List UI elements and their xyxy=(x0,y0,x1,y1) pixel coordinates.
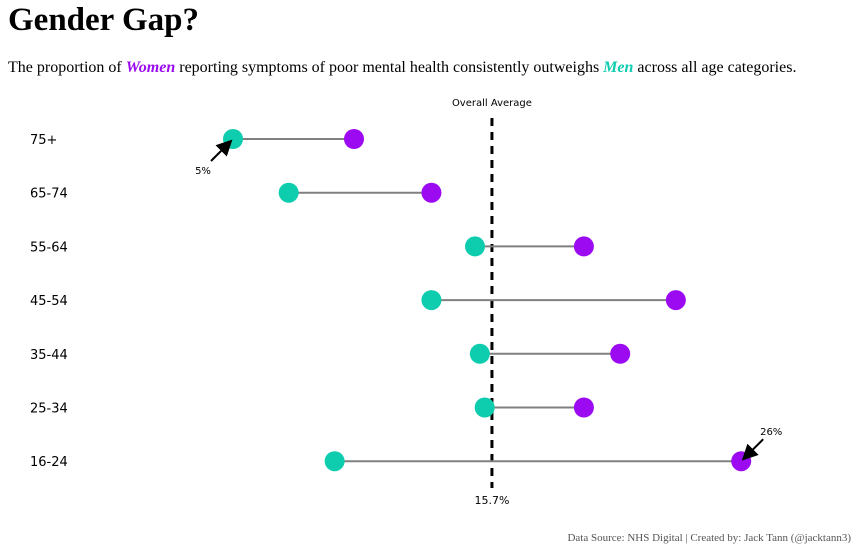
annotation-arrow-75+ xyxy=(210,139,233,162)
category-label-55-64: 55-64 xyxy=(30,240,68,255)
subtitle-suffix: across all age categories. xyxy=(633,59,797,76)
category-label-75+: 75+ xyxy=(30,133,57,148)
subtitle-middle: reporting symptoms of poor mental health… xyxy=(175,59,604,76)
data-source-footer: Data Source: NHS Digital | Created by: J… xyxy=(567,532,851,544)
men-point-25-34 xyxy=(474,397,495,418)
men-point-45-54 xyxy=(421,290,442,311)
dumbbell-chart: Overall Average 15.7% 75+ 65-74 55-64 45-54 35… xyxy=(30,98,782,507)
women-point-35-44 xyxy=(610,343,631,364)
category-label-65-74: 65-74 xyxy=(30,187,68,202)
women-point-65-74 xyxy=(421,182,442,203)
average-value-label: 15.7% xyxy=(474,494,509,507)
women-point-75+ xyxy=(344,129,364,149)
category-label-25-34: 25-34 xyxy=(30,402,68,417)
annotation-arrow-16-24 xyxy=(741,438,764,461)
women-point-45-54 xyxy=(665,290,686,311)
category-label-16-24: 16-24 xyxy=(30,455,68,470)
annotation-label-16-24: 26% xyxy=(760,427,782,438)
men-point-16-24 xyxy=(324,451,345,472)
subtitle-women: Women xyxy=(125,59,176,76)
men-point-65-74 xyxy=(278,182,299,203)
subtitle-men: Men xyxy=(603,59,634,76)
average-label: Overall Average xyxy=(452,98,532,109)
women-point-55-64 xyxy=(573,236,594,257)
annotation-label-75+: 5% xyxy=(195,166,211,177)
category-label-45-54: 45-54 xyxy=(30,294,68,309)
men-point-55-64 xyxy=(465,236,485,257)
men-point-35-44 xyxy=(469,343,490,364)
category-label-35-44: 35-44 xyxy=(30,348,68,363)
subtitle-prefix: The proportion of xyxy=(8,59,126,76)
chart-title: Gender Gap? xyxy=(8,2,199,38)
women-point-25-34 xyxy=(573,397,594,418)
chart-subtitle: The proportion of Women reporting sympto… xyxy=(8,58,796,78)
